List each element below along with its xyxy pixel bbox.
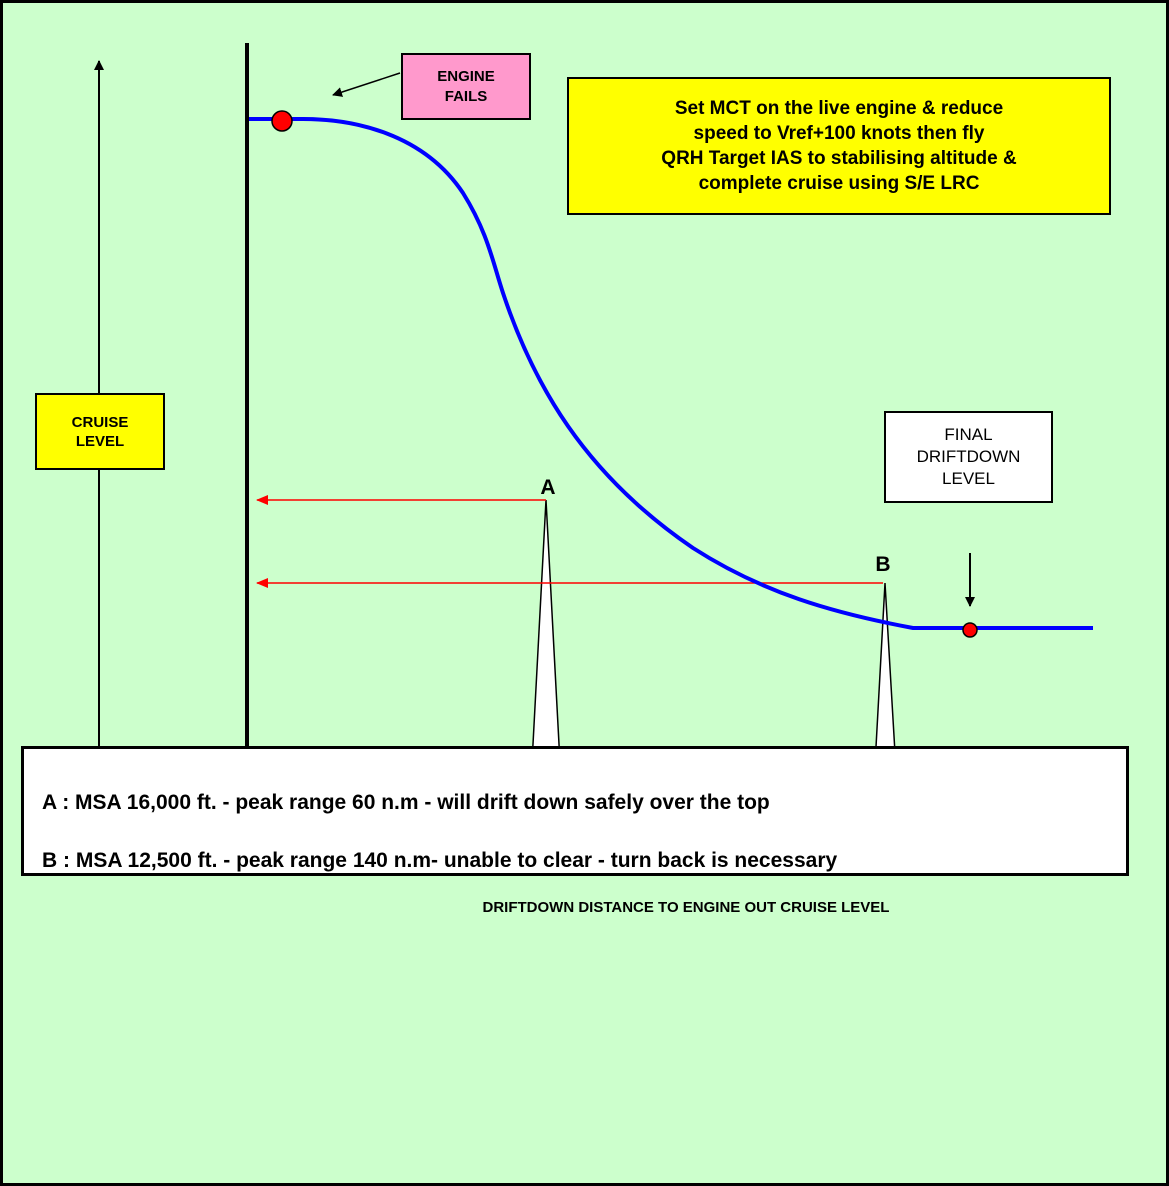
legend-peak-a: A : MSA 16,000 ft. - peak range 60 n.m -… [42, 791, 770, 814]
procedure-note: Set MCT on the live engine & reduce spee… [567, 77, 1111, 215]
legend-box: A : MSA 16,000 ft. - peak range 60 n.m -… [21, 746, 1129, 876]
engine-fails-callout: ENGINE FAILS [401, 53, 531, 120]
engine-fails-pointer [332, 72, 401, 97]
final-driftdown-level-label: FINAL DRIFTDOWN LEVEL [884, 411, 1053, 503]
peak-b-label: B [875, 553, 890, 576]
cruise-level-label: CRUISE LEVEL [35, 393, 165, 470]
final-driftdown-marker [962, 622, 978, 638]
legend-peak-b: B : MSA 12,500 ft. - peak range 140 n.m-… [42, 849, 838, 872]
peak-a-label: A [540, 476, 555, 499]
x-axis-title: DRIFTDOWN DISTANCE TO ENGINE OUT CRUISE … [483, 899, 890, 916]
driftdown-profile-line [249, 117, 1093, 630]
engine-failure-marker [271, 110, 293, 132]
